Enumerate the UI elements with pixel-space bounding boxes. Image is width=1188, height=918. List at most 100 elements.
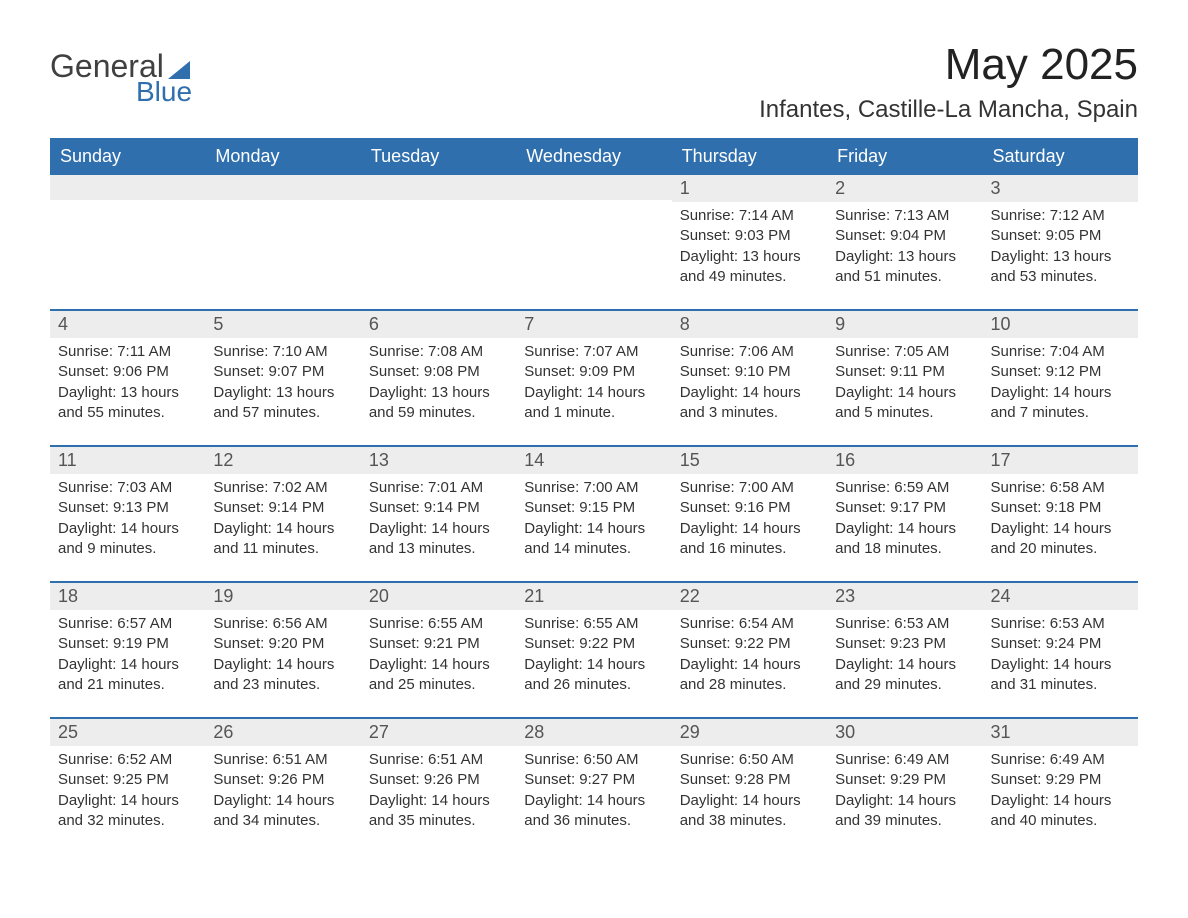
sunset-line: Sunset: 9:17 PM: [835, 498, 974, 518]
day-number: 1: [672, 175, 827, 202]
sunset-line: Sunset: 9:06 PM: [58, 362, 197, 382]
weekday-header: Wednesday: [516, 138, 671, 175]
sunset-line: Sunset: 9:29 PM: [991, 770, 1130, 790]
daylight-line: Daylight: 14 hours and 21 minutes.: [58, 655, 197, 696]
day-number: 23: [827, 583, 982, 610]
day-details: Sunrise: 6:55 AMSunset: 9:21 PMDaylight:…: [361, 610, 516, 717]
calendar-day-cell: 21Sunrise: 6:55 AMSunset: 9:22 PMDayligh…: [516, 582, 671, 718]
calendar-day-cell: 15Sunrise: 7:00 AMSunset: 9:16 PMDayligh…: [672, 446, 827, 582]
calendar-day-cell: 18Sunrise: 6:57 AMSunset: 9:19 PMDayligh…: [50, 582, 205, 718]
calendar-day-cell: 3Sunrise: 7:12 AMSunset: 9:05 PMDaylight…: [983, 175, 1138, 310]
calendar-day-cell: 30Sunrise: 6:49 AMSunset: 9:29 PMDayligh…: [827, 718, 982, 853]
calendar-empty-cell: [361, 175, 516, 310]
month-title: May 2025: [759, 40, 1138, 90]
sunset-line: Sunset: 9:16 PM: [680, 498, 819, 518]
daylight-line: Daylight: 14 hours and 11 minutes.: [213, 519, 352, 560]
daylight-line: Daylight: 13 hours and 55 minutes.: [58, 383, 197, 424]
sunrise-line: Sunrise: 6:49 AM: [835, 750, 974, 770]
sunset-line: Sunset: 9:14 PM: [369, 498, 508, 518]
calendar-day-cell: 4Sunrise: 7:11 AMSunset: 9:06 PMDaylight…: [50, 310, 205, 446]
sunrise-line: Sunrise: 7:04 AM: [991, 342, 1130, 362]
daybody-empty: [50, 200, 205, 280]
calendar-day-cell: 8Sunrise: 7:06 AMSunset: 9:10 PMDaylight…: [672, 310, 827, 446]
calendar-day-cell: 16Sunrise: 6:59 AMSunset: 9:17 PMDayligh…: [827, 446, 982, 582]
sunset-line: Sunset: 9:25 PM: [58, 770, 197, 790]
weekday-header: Saturday: [983, 138, 1138, 175]
calendar-day-cell: 12Sunrise: 7:02 AMSunset: 9:14 PMDayligh…: [205, 446, 360, 582]
day-number: 16: [827, 447, 982, 474]
day-number: 22: [672, 583, 827, 610]
day-details: Sunrise: 7:13 AMSunset: 9:04 PMDaylight:…: [827, 202, 982, 309]
daylight-line: Daylight: 14 hours and 39 minutes.: [835, 791, 974, 832]
day-details: Sunrise: 6:51 AMSunset: 9:26 PMDaylight:…: [205, 746, 360, 853]
day-details: Sunrise: 6:54 AMSunset: 9:22 PMDaylight:…: [672, 610, 827, 717]
sunset-line: Sunset: 9:19 PM: [58, 634, 197, 654]
day-number: 20: [361, 583, 516, 610]
day-number: 10: [983, 311, 1138, 338]
title-block: May 2025 Infantes, Castille-La Mancha, S…: [759, 40, 1138, 134]
sunset-line: Sunset: 9:10 PM: [680, 362, 819, 382]
calendar-day-cell: 1Sunrise: 7:14 AMSunset: 9:03 PMDaylight…: [672, 175, 827, 310]
daylight-line: Daylight: 14 hours and 26 minutes.: [524, 655, 663, 696]
calendar-week-row: 25Sunrise: 6:52 AMSunset: 9:25 PMDayligh…: [50, 718, 1138, 853]
day-number: 26: [205, 719, 360, 746]
day-number: 15: [672, 447, 827, 474]
calendar-day-cell: 2Sunrise: 7:13 AMSunset: 9:04 PMDaylight…: [827, 175, 982, 310]
sunset-line: Sunset: 9:21 PM: [369, 634, 508, 654]
day-details: Sunrise: 7:05 AMSunset: 9:11 PMDaylight:…: [827, 338, 982, 445]
weekday-header: Monday: [205, 138, 360, 175]
sunset-line: Sunset: 9:29 PM: [835, 770, 974, 790]
day-number: 11: [50, 447, 205, 474]
calendar-week-row: 1Sunrise: 7:14 AMSunset: 9:03 PMDaylight…: [50, 175, 1138, 310]
day-number: 12: [205, 447, 360, 474]
daylight-line: Daylight: 14 hours and 29 minutes.: [835, 655, 974, 696]
calendar-day-cell: 17Sunrise: 6:58 AMSunset: 9:18 PMDayligh…: [983, 446, 1138, 582]
day-number: 21: [516, 583, 671, 610]
calendar-day-cell: 20Sunrise: 6:55 AMSunset: 9:21 PMDayligh…: [361, 582, 516, 718]
day-details: Sunrise: 7:11 AMSunset: 9:06 PMDaylight:…: [50, 338, 205, 445]
sunset-line: Sunset: 9:27 PM: [524, 770, 663, 790]
calendar-day-cell: 13Sunrise: 7:01 AMSunset: 9:14 PMDayligh…: [361, 446, 516, 582]
sunrise-line: Sunrise: 6:59 AM: [835, 478, 974, 498]
calendar-day-cell: 23Sunrise: 6:53 AMSunset: 9:23 PMDayligh…: [827, 582, 982, 718]
daylight-line: Daylight: 14 hours and 35 minutes.: [369, 791, 508, 832]
sunrise-line: Sunrise: 6:56 AM: [213, 614, 352, 634]
sunrise-line: Sunrise: 7:14 AM: [680, 206, 819, 226]
day-number: 14: [516, 447, 671, 474]
sunset-line: Sunset: 9:13 PM: [58, 498, 197, 518]
calendar-day-cell: 28Sunrise: 6:50 AMSunset: 9:27 PMDayligh…: [516, 718, 671, 853]
day-details: Sunrise: 7:03 AMSunset: 9:13 PMDaylight:…: [50, 474, 205, 581]
sunrise-line: Sunrise: 6:55 AM: [524, 614, 663, 634]
weekday-header-row: SundayMondayTuesdayWednesdayThursdayFrid…: [50, 138, 1138, 175]
daylight-line: Daylight: 14 hours and 32 minutes.: [58, 791, 197, 832]
day-number: 13: [361, 447, 516, 474]
sunrise-line: Sunrise: 7:06 AM: [680, 342, 819, 362]
day-details: Sunrise: 7:00 AMSunset: 9:15 PMDaylight:…: [516, 474, 671, 581]
sunset-line: Sunset: 9:09 PM: [524, 362, 663, 382]
day-details: Sunrise: 6:58 AMSunset: 9:18 PMDaylight:…: [983, 474, 1138, 581]
day-number: 9: [827, 311, 982, 338]
sunset-line: Sunset: 9:11 PM: [835, 362, 974, 382]
daybody-empty: [516, 200, 671, 280]
day-details: Sunrise: 7:12 AMSunset: 9:05 PMDaylight:…: [983, 202, 1138, 309]
calendar-day-cell: 6Sunrise: 7:08 AMSunset: 9:08 PMDaylight…: [361, 310, 516, 446]
daylight-line: Daylight: 14 hours and 25 minutes.: [369, 655, 508, 696]
sunrise-line: Sunrise: 6:50 AM: [524, 750, 663, 770]
sunset-line: Sunset: 9:12 PM: [991, 362, 1130, 382]
day-number: 2: [827, 175, 982, 202]
sunrise-line: Sunrise: 7:05 AM: [835, 342, 974, 362]
sunrise-line: Sunrise: 6:51 AM: [369, 750, 508, 770]
day-number: 6: [361, 311, 516, 338]
sunrise-line: Sunrise: 7:02 AM: [213, 478, 352, 498]
calendar-week-row: 18Sunrise: 6:57 AMSunset: 9:19 PMDayligh…: [50, 582, 1138, 718]
daybody-empty: [361, 200, 516, 280]
sunset-line: Sunset: 9:22 PM: [680, 634, 819, 654]
sunset-line: Sunset: 9:26 PM: [369, 770, 508, 790]
calendar-day-cell: 29Sunrise: 6:50 AMSunset: 9:28 PMDayligh…: [672, 718, 827, 853]
calendar-empty-cell: [516, 175, 671, 310]
calendar-day-cell: 9Sunrise: 7:05 AMSunset: 9:11 PMDaylight…: [827, 310, 982, 446]
daynum-empty: [361, 175, 516, 200]
calendar-day-cell: 26Sunrise: 6:51 AMSunset: 9:26 PMDayligh…: [205, 718, 360, 853]
daylight-line: Daylight: 14 hours and 36 minutes.: [524, 791, 663, 832]
calendar-table: SundayMondayTuesdayWednesdayThursdayFrid…: [50, 138, 1138, 853]
